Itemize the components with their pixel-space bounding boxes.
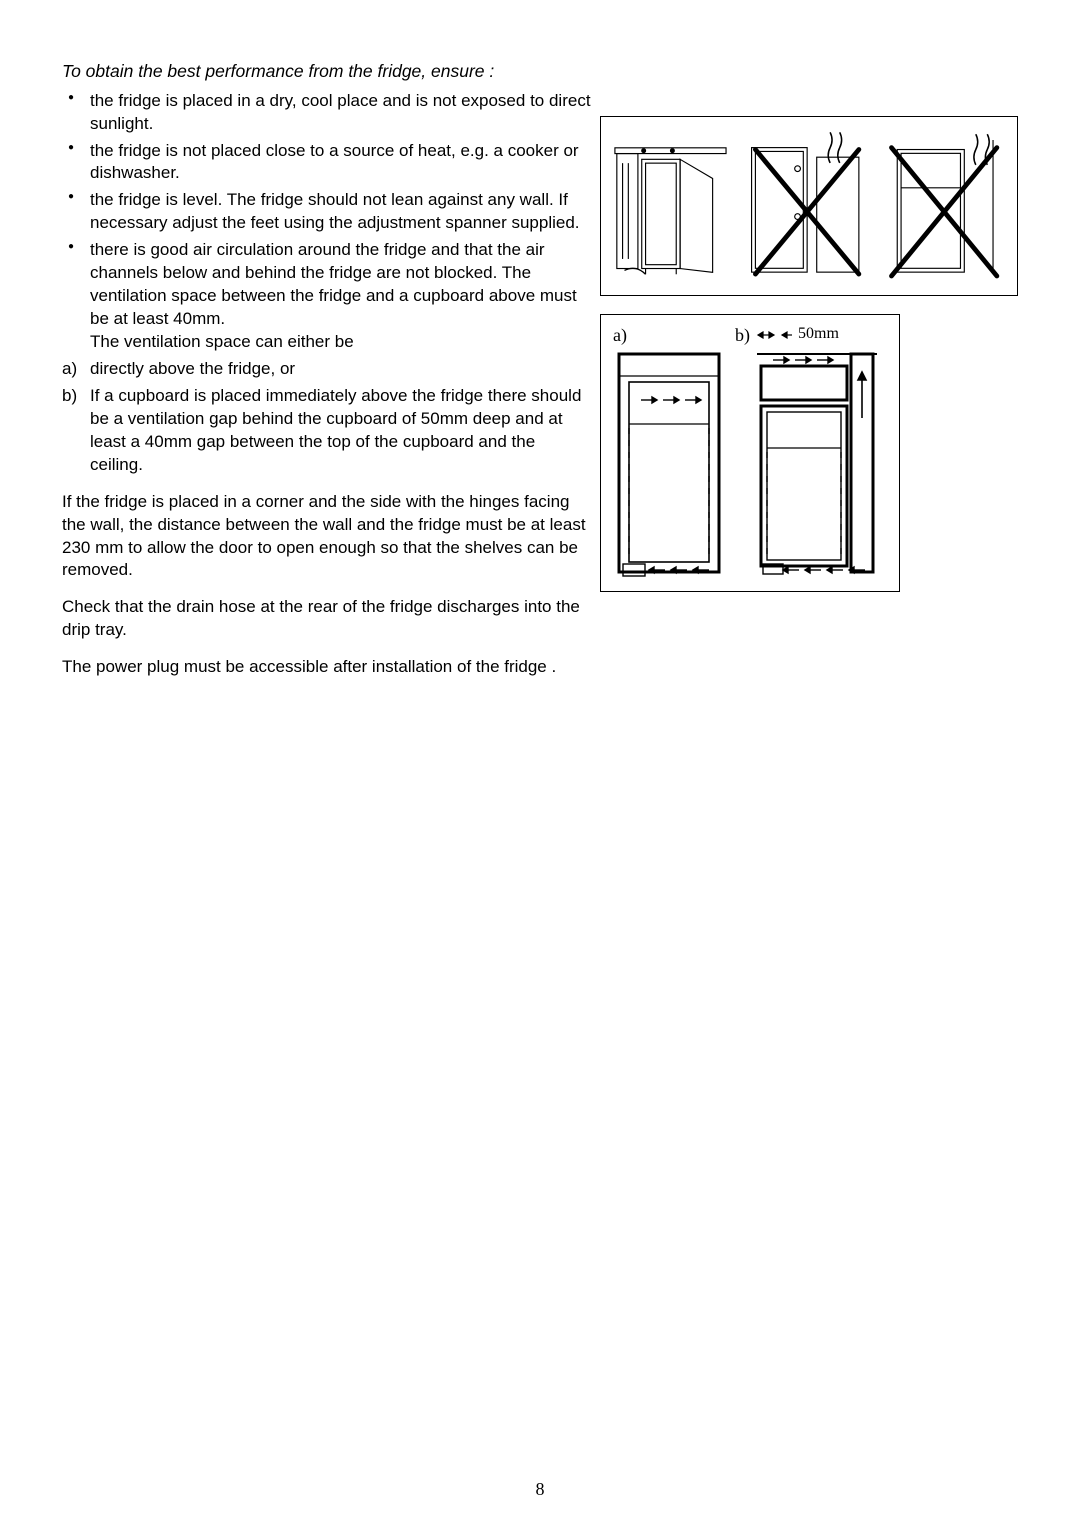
lettered-list: a) directly above the fridge, or b) If a… [62,358,592,477]
figure-2-label-a: a) [613,325,731,346]
bullet-item: the fridge is placed in a dry, cool plac… [62,90,592,136]
figure-1-box [600,116,1018,296]
figure-1c-icon [880,127,1005,287]
intro-text: To obtain the best performance from the … [62,60,592,84]
dimension-50mm: 50mm [798,325,839,343]
marker-a: a) [62,358,86,381]
paragraph: If the fridge is placed in a corner and … [62,491,592,583]
lettered-text-b: If a cupboard is placed immediately abov… [90,386,581,474]
paragraph: Check that the drain hose at the rear of… [62,596,592,642]
figure-2-box: a) b) 50mm [600,314,900,592]
page-number: 8 [0,1479,1080,1500]
figure-2-label-b: b) [735,325,750,346]
figure-1a-icon [613,137,728,287]
bullet-item: the fridge is not placed close to a sour… [62,140,592,186]
bullet-list: the fridge is placed in a dry, cool plac… [62,90,592,354]
figure-1b-icon [742,127,867,287]
figures-column: a) b) 50mm [600,116,1018,610]
figure-2b-icon [753,348,881,583]
marker-b: b) [62,385,86,408]
bullet-item: there is good air circulation around the… [62,239,592,354]
dimension-arrow-left-icon [780,328,794,342]
bullet-item: the fridge is level. The fridge should n… [62,189,592,235]
figure-2a-icon [613,348,731,583]
lettered-item-b: b) If a cupboard is placed immediately a… [62,385,592,477]
left-column: To obtain the best performance from the … [62,60,592,679]
lettered-item-a: a) directly above the fridge, or [62,358,592,381]
paragraph: The power plug must be accessible after … [62,656,592,679]
lettered-text-a: directly above the fridge, or [90,359,295,378]
document-page: To obtain the best performance from the … [0,0,1080,1528]
dimension-arrows-icon [756,328,776,342]
